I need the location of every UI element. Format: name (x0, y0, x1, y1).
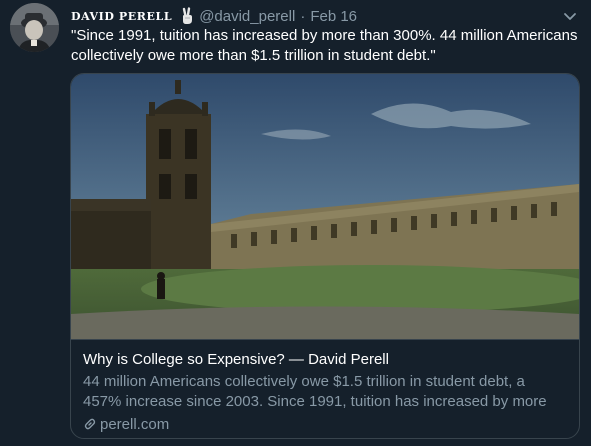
card-domain[interactable]: perell.com (100, 416, 169, 433)
separator-dot: · (300, 8, 305, 25)
victory-hand-icon (179, 7, 195, 25)
author-handle[interactable]: @david_perell (199, 8, 295, 25)
card-title[interactable]: Why is College so Expensive? — David Per… (83, 350, 567, 370)
card-image[interactable] (71, 74, 579, 339)
card-description: 44 million Americans collectively owe $1… (83, 372, 567, 412)
author-name[interactable]: DAVID PERELL (71, 10, 172, 23)
tweet-header: DAVID PERELL @david_perell · Feb 16 (71, 6, 357, 26)
chevron-down-icon[interactable] (560, 6, 580, 26)
card-body[interactable]: Why is College so Expensive? — David Per… (71, 339, 579, 439)
tweet-date[interactable]: Feb 16 (310, 8, 357, 25)
card-domain-row[interactable]: perell.com (83, 414, 567, 434)
tweet-text: "Since 1991, tuition has increased by mo… (71, 26, 581, 66)
link-card[interactable]: Why is College so Expensive? — David Per… (70, 73, 580, 439)
avatar[interactable] (10, 3, 59, 52)
link-icon (83, 417, 97, 431)
